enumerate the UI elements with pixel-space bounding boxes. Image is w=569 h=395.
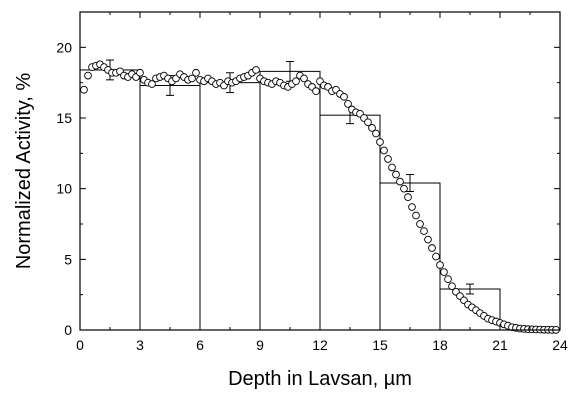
data-point xyxy=(384,155,392,163)
data-point xyxy=(312,87,320,95)
data-point xyxy=(400,184,408,193)
x-tick-label: 3 xyxy=(136,337,144,353)
axis-ticks xyxy=(79,12,561,331)
y-tick-label: 20 xyxy=(56,39,72,55)
data-point xyxy=(396,177,404,186)
data-point xyxy=(404,193,412,201)
data-point xyxy=(80,85,88,94)
x-tick-label: 18 xyxy=(432,337,448,353)
data-point xyxy=(448,282,456,291)
error-bar-6 xyxy=(466,283,474,295)
data-point xyxy=(420,227,428,235)
data-point xyxy=(372,129,380,138)
data-point xyxy=(84,71,92,80)
y-tick-label: 15 xyxy=(56,110,72,126)
data-point xyxy=(252,66,260,74)
data-point xyxy=(392,170,400,179)
histogram-bar-4 xyxy=(319,114,381,331)
y-tick-label: 0 xyxy=(64,322,72,338)
x-axis-title: Depth in Lavsan, µm xyxy=(228,368,412,390)
x-tick-label: 9 xyxy=(256,337,264,353)
y-tick-label: 5 xyxy=(64,251,72,267)
histogram-bar-2 xyxy=(199,82,261,331)
data-point xyxy=(380,146,388,155)
error-bars xyxy=(106,59,474,295)
histogram-bars xyxy=(79,69,501,331)
x-tick-label: 6 xyxy=(196,337,204,353)
data-points xyxy=(80,60,560,334)
tick-labels: 0 3 6 9 12 15 18 21 24 0 5 10 15 20 xyxy=(56,39,568,353)
data-point xyxy=(340,92,348,101)
data-point xyxy=(444,275,452,283)
data-point xyxy=(368,124,376,132)
data-point xyxy=(136,68,144,77)
data-point xyxy=(440,268,448,276)
data-point xyxy=(428,244,436,252)
data-point xyxy=(424,235,432,244)
x-tick-label: 0 xyxy=(76,337,84,353)
x-tick-label: 21 xyxy=(492,337,508,353)
histogram-bar-1 xyxy=(139,84,201,331)
y-tick-label: 10 xyxy=(56,181,72,197)
data-point xyxy=(300,74,308,83)
x-tick-label: 24 xyxy=(552,337,568,353)
data-point xyxy=(344,100,352,108)
data-point xyxy=(148,80,156,88)
error-bar-5 xyxy=(406,174,414,192)
histogram-bar-0 xyxy=(79,69,141,331)
data-point xyxy=(388,163,396,172)
data-point xyxy=(376,138,384,146)
histogram-bar-3 xyxy=(259,70,321,331)
data-point xyxy=(432,252,440,261)
x-tick-label: 15 xyxy=(372,337,388,353)
data-point xyxy=(292,77,300,86)
data-point xyxy=(192,68,200,77)
data-point xyxy=(416,220,424,228)
y-axis-title: Normalized Activity, % xyxy=(13,73,35,270)
data-point xyxy=(408,203,416,211)
data-point xyxy=(364,118,372,127)
data-point xyxy=(412,211,420,220)
data-point xyxy=(188,74,196,83)
data-point xyxy=(436,261,444,269)
x-tick-label: 12 xyxy=(312,337,328,353)
